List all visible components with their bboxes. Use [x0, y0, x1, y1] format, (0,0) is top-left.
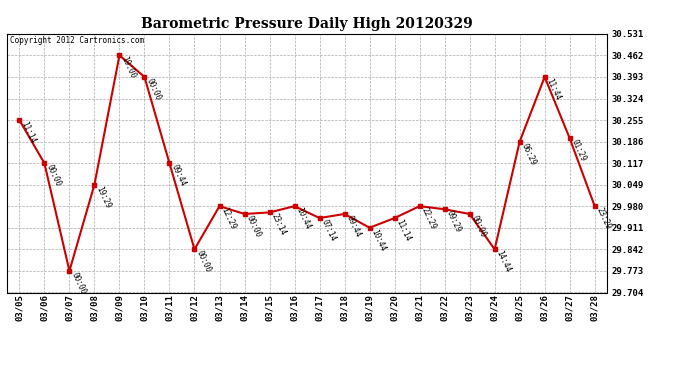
Text: 00:00: 00:00 — [244, 214, 262, 239]
Text: 11:44: 11:44 — [544, 77, 562, 102]
Text: 11:14: 11:14 — [19, 120, 37, 145]
Text: 10:44: 10:44 — [295, 206, 313, 231]
Text: 00:00: 00:00 — [44, 163, 62, 188]
Text: 12:29: 12:29 — [219, 206, 237, 231]
Text: 11:14: 11:14 — [395, 218, 413, 243]
Text: 09:44: 09:44 — [344, 214, 362, 239]
Text: 00:00: 00:00 — [195, 249, 213, 274]
Text: 22:29: 22:29 — [420, 206, 437, 231]
Text: Copyright 2012 Cartronics.com: Copyright 2012 Cartronics.com — [10, 36, 144, 45]
Text: 10:44: 10:44 — [370, 228, 388, 252]
Text: 00:00: 00:00 — [70, 271, 88, 296]
Text: 19:00: 19:00 — [119, 56, 137, 80]
Text: 00:00: 00:00 — [470, 214, 488, 239]
Text: 23:14: 23:14 — [270, 212, 288, 237]
Text: 09:44: 09:44 — [170, 163, 188, 188]
Text: 07:14: 07:14 — [319, 218, 337, 243]
Text: 19:29: 19:29 — [95, 184, 112, 209]
Text: 06:29: 06:29 — [520, 142, 538, 166]
Text: 01:29: 01:29 — [570, 138, 588, 163]
Text: 23:29: 23:29 — [595, 206, 613, 231]
Text: 09:29: 09:29 — [444, 209, 462, 234]
Text: 14:44: 14:44 — [495, 249, 513, 274]
Text: 00:00: 00:00 — [144, 77, 162, 102]
Title: Barometric Pressure Daily High 20120329: Barometric Pressure Daily High 20120329 — [141, 17, 473, 31]
